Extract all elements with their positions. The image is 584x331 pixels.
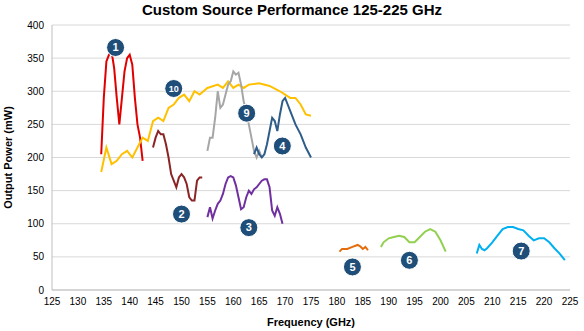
svg-text:170: 170 — [277, 296, 294, 307]
svg-text:150: 150 — [27, 185, 44, 196]
svg-text:190: 190 — [380, 296, 397, 307]
svg-text:205: 205 — [458, 296, 475, 307]
svg-text:4: 4 — [279, 140, 286, 152]
svg-text:300: 300 — [27, 86, 44, 97]
svg-text:145: 145 — [147, 296, 164, 307]
svg-text:220: 220 — [536, 296, 553, 307]
svg-text:400: 400 — [27, 20, 44, 31]
svg-text:185: 185 — [354, 296, 371, 307]
svg-text:150: 150 — [173, 296, 190, 307]
svg-text:1: 1 — [113, 41, 119, 53]
svg-text:100: 100 — [27, 218, 44, 229]
svg-text:125: 125 — [44, 296, 61, 307]
svg-text:225: 225 — [562, 296, 576, 307]
svg-text:Output Power (mW): Output Power (mW) — [8, 106, 14, 209]
svg-text:9: 9 — [244, 107, 250, 119]
svg-text:215: 215 — [510, 296, 527, 307]
svg-text:160: 160 — [225, 296, 242, 307]
svg-text:250: 250 — [27, 119, 44, 130]
svg-text:210: 210 — [484, 296, 501, 307]
svg-text:6: 6 — [406, 254, 412, 266]
svg-text:140: 140 — [121, 296, 138, 307]
svg-text:200: 200 — [27, 152, 44, 163]
svg-text:155: 155 — [199, 296, 216, 307]
svg-text:165: 165 — [251, 296, 268, 307]
svg-text:7: 7 — [518, 245, 524, 257]
svg-text:200: 200 — [432, 296, 449, 307]
svg-text:130: 130 — [70, 296, 87, 307]
svg-text:5: 5 — [349, 261, 355, 273]
svg-text:50: 50 — [33, 251, 45, 262]
svg-text:195: 195 — [406, 296, 423, 307]
svg-text:350: 350 — [27, 53, 44, 64]
svg-text:Frequency (GHz): Frequency (GHz) — [267, 316, 355, 328]
svg-text:2: 2 — [178, 208, 184, 220]
svg-text:10: 10 — [169, 84, 179, 94]
svg-text:180: 180 — [329, 296, 346, 307]
svg-text:135: 135 — [95, 296, 112, 307]
html-text:Custom Source Performance 125-: Custom Source Performance 125-225 GHz — [141, 1, 443, 18]
svg-text:3: 3 — [246, 221, 252, 233]
svg-text:0: 0 — [38, 285, 44, 296]
svg-text:175: 175 — [303, 296, 320, 307]
